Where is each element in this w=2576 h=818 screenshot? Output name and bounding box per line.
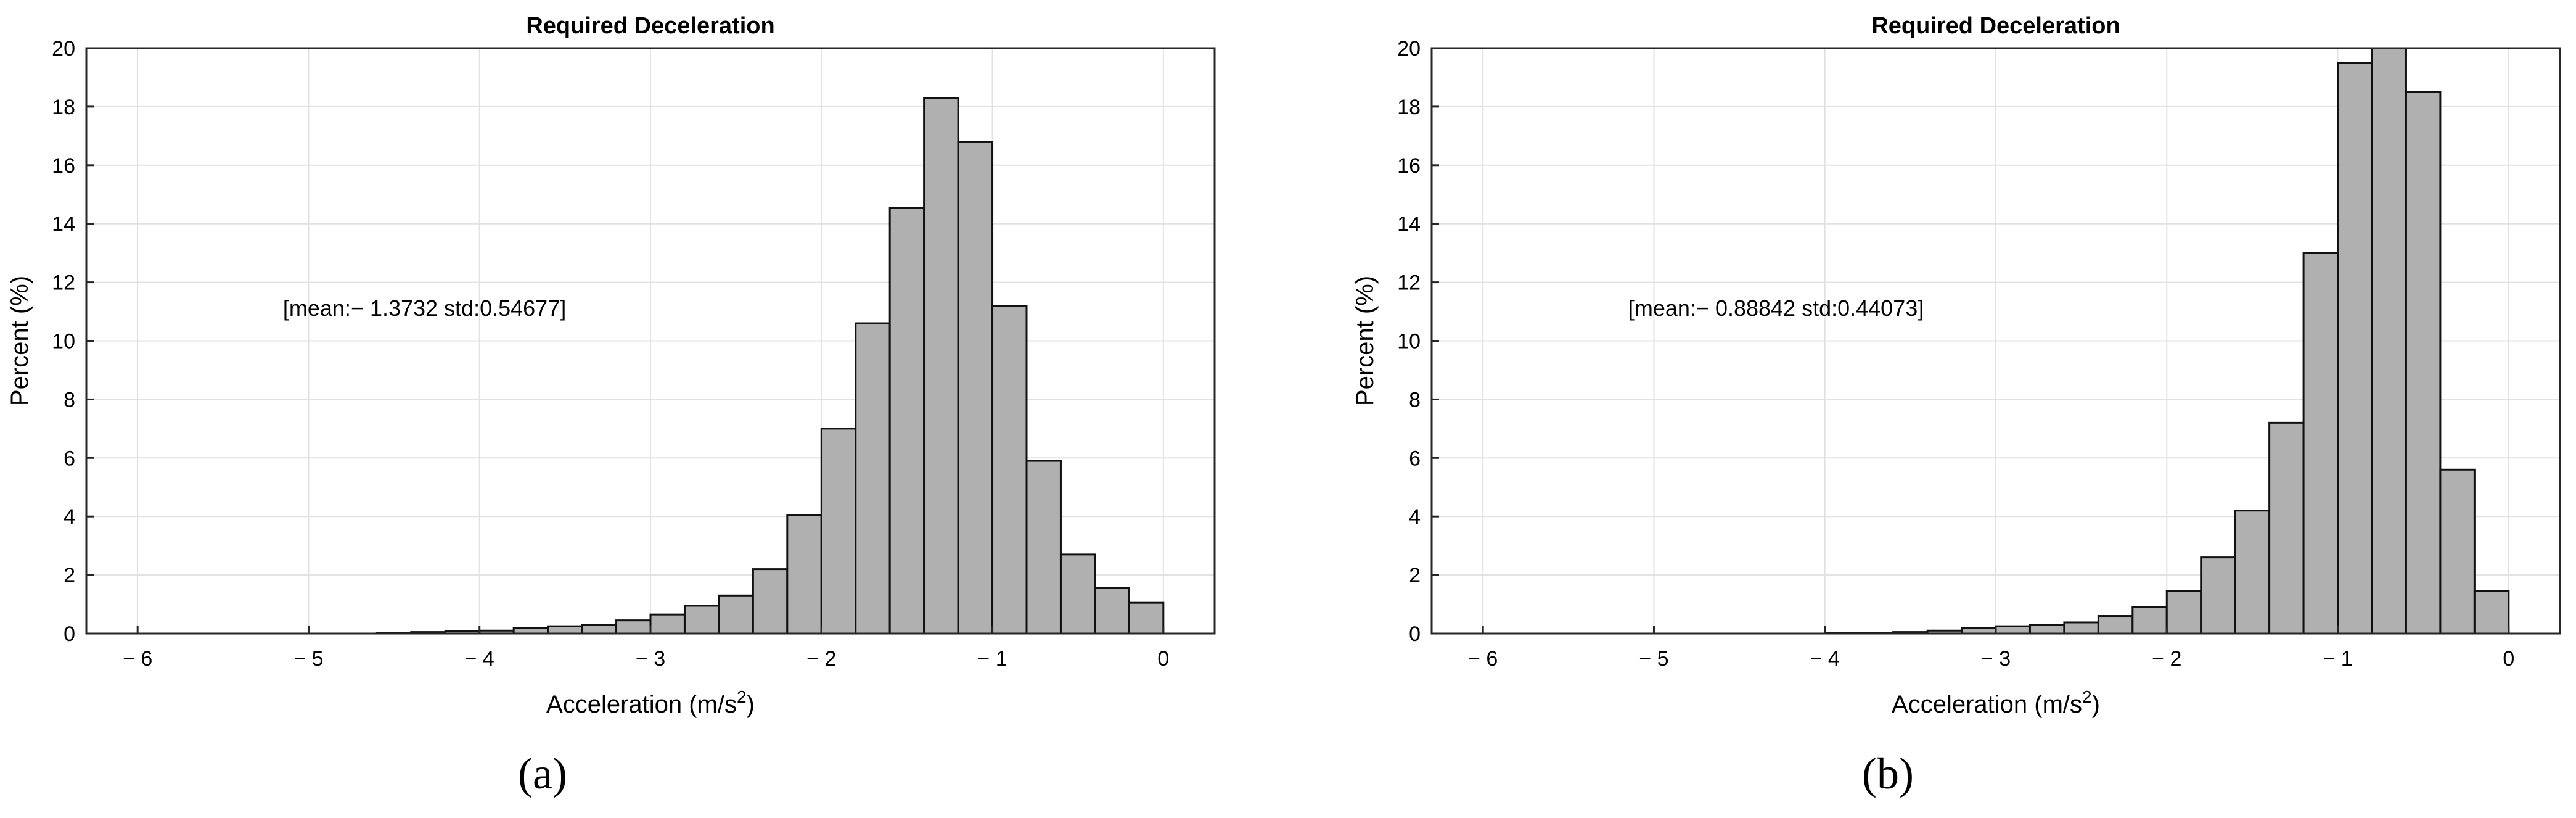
chart-panel-b: − 6 − 5 − 4 − 3 − 2 − 1 0 0 2 4 6 8 10 12 14 16 18 20 Requ… xyxy=(1352,13,2561,798)
x-tick-label: − 2 xyxy=(2152,647,2181,671)
histogram-bar xyxy=(1094,587,1130,635)
histogram-bar xyxy=(2371,47,2407,635)
x-axis-label-text: Acceleration (m/s xyxy=(1892,691,2082,718)
x-tick-label: − 3 xyxy=(1981,647,2011,671)
x-tick-label: 0 xyxy=(1157,647,1169,671)
histogram-bar xyxy=(752,568,789,635)
x-axis-label-superscript: 2 xyxy=(2082,687,2092,706)
y-tick-label: 0 xyxy=(64,622,75,646)
chart-title: Required Deceleration xyxy=(1871,13,2120,39)
histogram-bar xyxy=(957,141,994,635)
y-tick-label: 8 xyxy=(1409,388,1421,411)
y-tick-label: 20 xyxy=(52,37,75,60)
histogram-bar xyxy=(1059,553,1096,635)
histogram-bar xyxy=(2200,556,2236,635)
y-tick-label: 4 xyxy=(64,505,75,529)
panel-label: (b) xyxy=(1862,749,1914,798)
histogram-bar xyxy=(2234,510,2271,635)
histogram-bar xyxy=(581,624,618,635)
y-tick-label: 2 xyxy=(64,564,75,587)
x-tick-label: − 2 xyxy=(806,647,836,671)
x-tick-label: − 1 xyxy=(977,647,1007,671)
histogram-bar xyxy=(786,514,822,635)
x-tick-label: 0 xyxy=(2503,647,2514,671)
x-tick-label: − 4 xyxy=(1810,647,1840,671)
histogram-bar xyxy=(2165,590,2202,635)
histogram-bar xyxy=(2302,252,2339,635)
histogram-bar xyxy=(1025,460,1062,635)
histogram-bar xyxy=(615,619,652,635)
x-tick-label: − 5 xyxy=(293,647,323,671)
x-tick-label: − 5 xyxy=(1639,647,1668,671)
histogram-bar xyxy=(2439,468,2476,635)
y-tick-label: 16 xyxy=(52,154,75,178)
x-tick-label: − 6 xyxy=(123,647,152,671)
x-axis-label: Acceleration (m/s2) xyxy=(1892,687,2100,718)
x-axis-label-close: ) xyxy=(747,691,755,718)
stats-annotation: [mean:− 1.3732 std:0.54677] xyxy=(283,295,566,321)
histogram-bar xyxy=(2097,615,2134,635)
y-tick-label: 16 xyxy=(1397,154,1421,178)
histogram-bar xyxy=(2063,621,2099,635)
histogram-bar xyxy=(888,207,925,635)
y-tick-label: 0 xyxy=(1409,622,1421,646)
x-axis-label-text: Acceleration (m/s xyxy=(546,691,737,718)
y-tick-label: 8 xyxy=(64,388,75,411)
histogram-bar xyxy=(2405,91,2442,635)
stats-annotation: [mean:− 0.88842 std:0.44073] xyxy=(1628,295,1924,321)
histogram-bar xyxy=(1128,601,1165,635)
y-tick-label: 2 xyxy=(1409,564,1421,587)
histogram-bar xyxy=(649,613,686,635)
y-axis-label: Percent (%) xyxy=(6,276,33,406)
histogram-bar xyxy=(855,322,891,635)
y-tick-label: 4 xyxy=(1409,505,1421,529)
histogram-bar xyxy=(1995,625,2031,635)
x-axis-label-superscript: 2 xyxy=(737,687,747,706)
histogram-bar xyxy=(718,594,754,635)
histogram-bar xyxy=(547,625,583,635)
chart-panel-a: − 6 − 5 − 4 − 3 − 2 − 1 0 0 2 4 6 8 10 12 14 16 18 20 Requ… xyxy=(6,13,1216,798)
y-tick-label: 6 xyxy=(1409,447,1421,470)
y-tick-label: 18 xyxy=(52,96,75,119)
histogram-bar xyxy=(2337,62,2373,635)
chart-title: Required Deceleration xyxy=(526,13,774,39)
x-axis-label: Acceleration (m/s2) xyxy=(546,687,755,718)
y-axis-label: Percent (%) xyxy=(1352,276,1379,406)
histogram-bar xyxy=(2268,421,2305,635)
y-tick-label: 12 xyxy=(52,271,75,295)
y-tick-label: 6 xyxy=(64,447,75,470)
y-tick-label: 14 xyxy=(1397,213,1421,236)
histogram-bar xyxy=(923,97,959,635)
y-tick-label: 18 xyxy=(1397,96,1421,119)
histogram-bar xyxy=(2131,606,2168,635)
y-tick-label: 12 xyxy=(1397,271,1421,295)
x-tick-label: − 4 xyxy=(465,647,494,671)
y-tick-label: 14 xyxy=(52,213,75,236)
histogram-bar xyxy=(2028,624,2065,635)
histogram-bar xyxy=(2473,590,2510,635)
x-axis-label-close: ) xyxy=(2092,691,2100,718)
y-tick-label: 10 xyxy=(1397,330,1421,353)
x-tick-label: − 6 xyxy=(1468,647,1498,671)
x-tick-label: − 3 xyxy=(636,647,665,671)
histogram-bar xyxy=(820,428,857,635)
histogram-bar xyxy=(991,305,1028,635)
y-tick-label: 20 xyxy=(1397,37,1421,60)
panel-label: (a) xyxy=(518,749,567,798)
x-tick-label: − 1 xyxy=(2323,647,2352,671)
y-tick-label: 10 xyxy=(52,330,75,353)
histogram-bar xyxy=(683,605,720,635)
